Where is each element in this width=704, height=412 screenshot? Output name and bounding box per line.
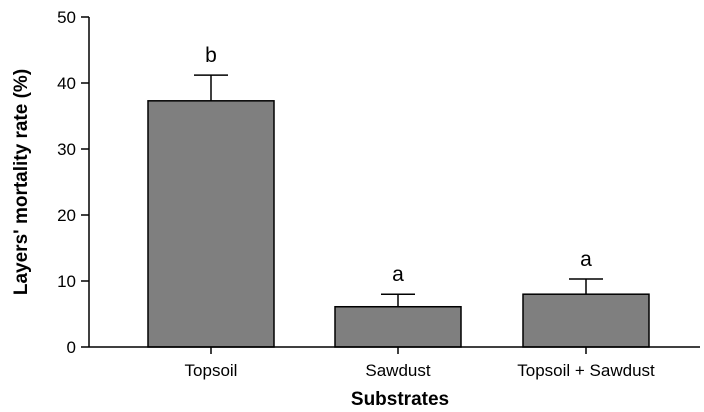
significance-letters-group: b a a — [205, 44, 592, 286]
significance-letter: b — [205, 44, 217, 67]
x-tick-label: Sawdust — [365, 361, 430, 380]
y-tick-label: 30 — [57, 140, 76, 159]
error-bars-group — [194, 74, 603, 307]
y-tick-label: 50 — [57, 8, 76, 27]
x-tick-label: Topsoil + Sawdust — [517, 361, 655, 380]
bars-group — [147, 100, 650, 348]
y-axis-title: Layers' mortality rate (%) — [11, 69, 32, 295]
bar — [147, 100, 275, 348]
y-tick-label: 0 — [67, 338, 76, 357]
y-tick-label: 40 — [57, 74, 76, 93]
y-tick-label: 10 — [57, 272, 76, 291]
y-ticks-group: 0 10 20 30 40 50 — [57, 8, 89, 357]
significance-letter: a — [580, 248, 592, 271]
x-tick-label: Topsoil — [185, 361, 238, 380]
x-axis-title: Substrates — [351, 389, 449, 410]
x-ticks-group: Topsoil Sawdust Topsoil + Sawdust — [185, 347, 655, 380]
bar — [334, 305, 462, 348]
bar — [522, 293, 650, 348]
y-tick-label: 20 — [57, 206, 76, 225]
significance-letter: a — [392, 263, 404, 286]
